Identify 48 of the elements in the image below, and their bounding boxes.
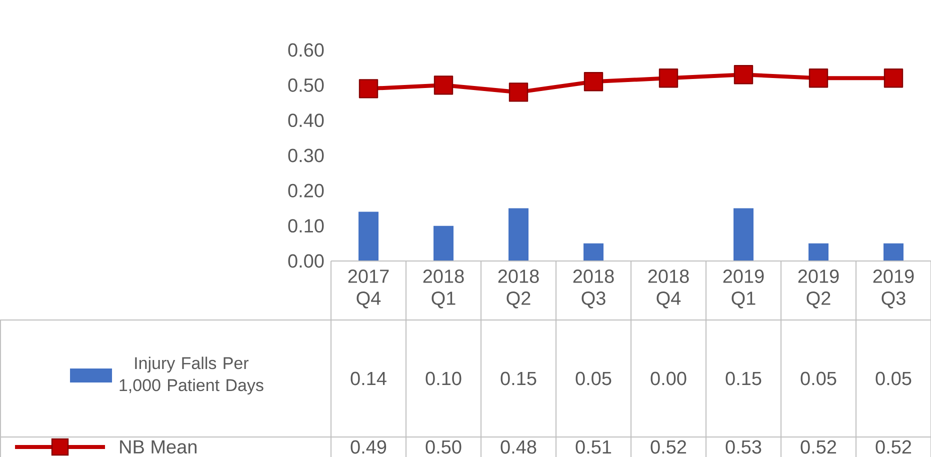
- data-label: 0.00: [650, 372, 686, 386]
- x-tick-label: 2018 Q4: [648, 270, 689, 308]
- point: [734, 65, 754, 84]
- legend-label: NB Mean: [120, 440, 196, 454]
- data-label: 0.53: [726, 440, 762, 454]
- point: [584, 72, 604, 92]
- point: [358, 79, 378, 98]
- y-tick-label: 0.40: [288, 114, 324, 128]
- data-label: 0.15: [726, 372, 762, 386]
- bar: [734, 208, 754, 261]
- data-label: 0.05: [876, 372, 912, 386]
- x-tick-label: 2019 Q3: [873, 270, 914, 308]
- point: [808, 68, 828, 88]
- y-tick-label: 0.10: [288, 219, 324, 233]
- x-tick-label: 2019 Q2: [798, 270, 839, 308]
- bar: [434, 226, 454, 261]
- y-tick-label: 0.30: [288, 148, 324, 162]
- y-tick-label: 0.00: [288, 254, 324, 268]
- legend-label: Injury Falls Per 1,000 Patient Days: [120, 356, 264, 395]
- point: [658, 68, 678, 88]
- y-tick-label: 0.60: [288, 43, 324, 57]
- data-label: 0.15: [500, 372, 536, 386]
- x-tick-label: 2018 Q2: [498, 270, 539, 308]
- data-label: 0.50: [426, 440, 462, 454]
- data-label: 0.49: [350, 440, 386, 454]
- data-label: 0.05: [576, 372, 612, 386]
- bar: [584, 243, 604, 261]
- data-label: 0.14: [350, 372, 386, 386]
- y-tick-label: 0.20: [288, 184, 324, 198]
- bar: [808, 243, 828, 261]
- data-label: 0.48: [500, 440, 536, 454]
- x-tick-label: 2018 Q1: [423, 270, 464, 308]
- data-label: 0.05: [800, 372, 836, 386]
- x-tick-label: 2019 Q1: [723, 270, 764, 308]
- data-label: 0.52: [650, 440, 686, 454]
- point: [434, 76, 454, 95]
- bar: [884, 243, 904, 261]
- data-label: 0.10: [426, 372, 462, 386]
- point: [884, 68, 904, 88]
- data-label: 0.52: [876, 440, 912, 454]
- bar: [358, 212, 379, 261]
- bar: [508, 208, 529, 261]
- point: [508, 82, 528, 102]
- x-tick-label: 2017 Q4: [348, 270, 389, 308]
- x-tick-label: 2018 Q3: [573, 270, 614, 308]
- data-label: 0.51: [576, 440, 612, 454]
- data-label: 0.52: [800, 440, 836, 454]
- y-tick-label: 0.50: [288, 78, 324, 92]
